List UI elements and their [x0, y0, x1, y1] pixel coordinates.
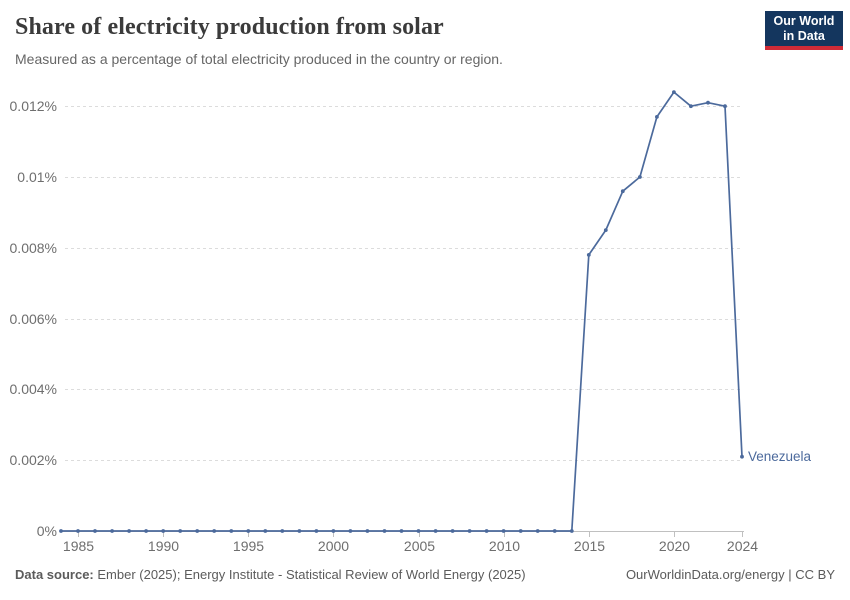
x-axis-tick-label: 1990	[148, 538, 179, 554]
data-point[interactable]	[178, 529, 183, 533]
data-point[interactable]	[331, 529, 336, 533]
data-point[interactable]	[382, 529, 387, 533]
x-axis-tick-label: 1985	[63, 538, 94, 554]
y-axis-tick-label: 0.012%	[10, 98, 57, 114]
data-point[interactable]	[638, 175, 642, 179]
trend-line[interactable]	[61, 91, 743, 532]
data-point[interactable]	[110, 529, 114, 533]
data-source-note: Data source: Ember (2025); Energy Instit…	[15, 567, 526, 582]
data-point[interactable]	[263, 529, 268, 533]
data-point[interactable]	[433, 529, 438, 533]
data-point[interactable]	[93, 529, 97, 533]
y-axis-tick-label: 0%	[37, 523, 57, 539]
x-axis-tick-label: 2015	[574, 538, 605, 554]
x-axis-tick-label: 2020	[659, 538, 690, 554]
series-end-label[interactable]: Venezuela	[748, 449, 812, 464]
data-point[interactable]	[314, 529, 319, 533]
owid-citation-link[interactable]: OurWorldinData.org/energy | CC BY	[625, 567, 835, 582]
y-axis-tick-label: 0.006%	[10, 311, 57, 327]
data-point[interactable]	[552, 529, 557, 533]
y-axis-tick-label: 0.01%	[17, 169, 57, 185]
x-axis-tick-label: 2000	[318, 538, 349, 554]
data-point[interactable]	[740, 454, 744, 459]
data-point[interactable]	[706, 100, 710, 105]
data-point[interactable]	[297, 529, 302, 533]
owid-logo[interactable]: Our World in Data	[765, 11, 843, 50]
x-axis-tick-label: 2010	[489, 538, 520, 554]
data-point[interactable]	[450, 529, 455, 533]
data-point[interactable]	[229, 529, 234, 533]
data-point[interactable]	[689, 104, 693, 109]
owid-logo-text: Our World in Data	[773, 14, 835, 43]
data-point[interactable]	[586, 253, 591, 257]
data-point[interactable]	[672, 90, 676, 94]
data-point[interactable]	[723, 104, 727, 109]
data-point[interactable]	[212, 529, 217, 533]
x-axis-tick-label: 1995	[233, 538, 264, 554]
data-point[interactable]	[161, 529, 166, 533]
data-point[interactable]	[365, 529, 370, 533]
data-point[interactable]	[518, 529, 523, 533]
data-point[interactable]	[399, 529, 404, 533]
y-axis-tick-label: 0.008%	[10, 240, 57, 256]
x-axis-tick-label: 2024	[727, 538, 758, 554]
page-title: Share of electricity production from sol…	[15, 14, 444, 40]
data-point[interactable]	[467, 529, 472, 533]
data-point[interactable]	[655, 115, 659, 119]
data-point[interactable]	[620, 189, 625, 194]
y-axis-tick-label: 0.004%	[10, 381, 57, 397]
data-point[interactable]	[569, 529, 574, 533]
data-point[interactable]	[144, 529, 149, 533]
chart-subtitle: Measured as a percentage of total electr…	[15, 51, 503, 67]
data-point[interactable]	[535, 529, 540, 533]
data-point[interactable]	[127, 529, 131, 533]
data-point[interactable]	[195, 529, 200, 533]
data-point[interactable]	[603, 228, 608, 233]
data-point[interactable]	[59, 529, 63, 533]
data-point[interactable]	[501, 529, 506, 533]
data-point[interactable]	[76, 529, 80, 533]
data-point[interactable]	[280, 529, 285, 533]
y-axis-tick-label: 0.002%	[10, 452, 57, 468]
data-point[interactable]	[246, 529, 251, 533]
chart-footer: Data source: Ember (2025); Energy Instit…	[15, 567, 835, 582]
x-axis-tick-label: 2005	[404, 538, 435, 554]
data-point[interactable]	[484, 529, 489, 533]
data-point[interactable]	[348, 529, 353, 533]
data-point[interactable]	[416, 529, 421, 533]
